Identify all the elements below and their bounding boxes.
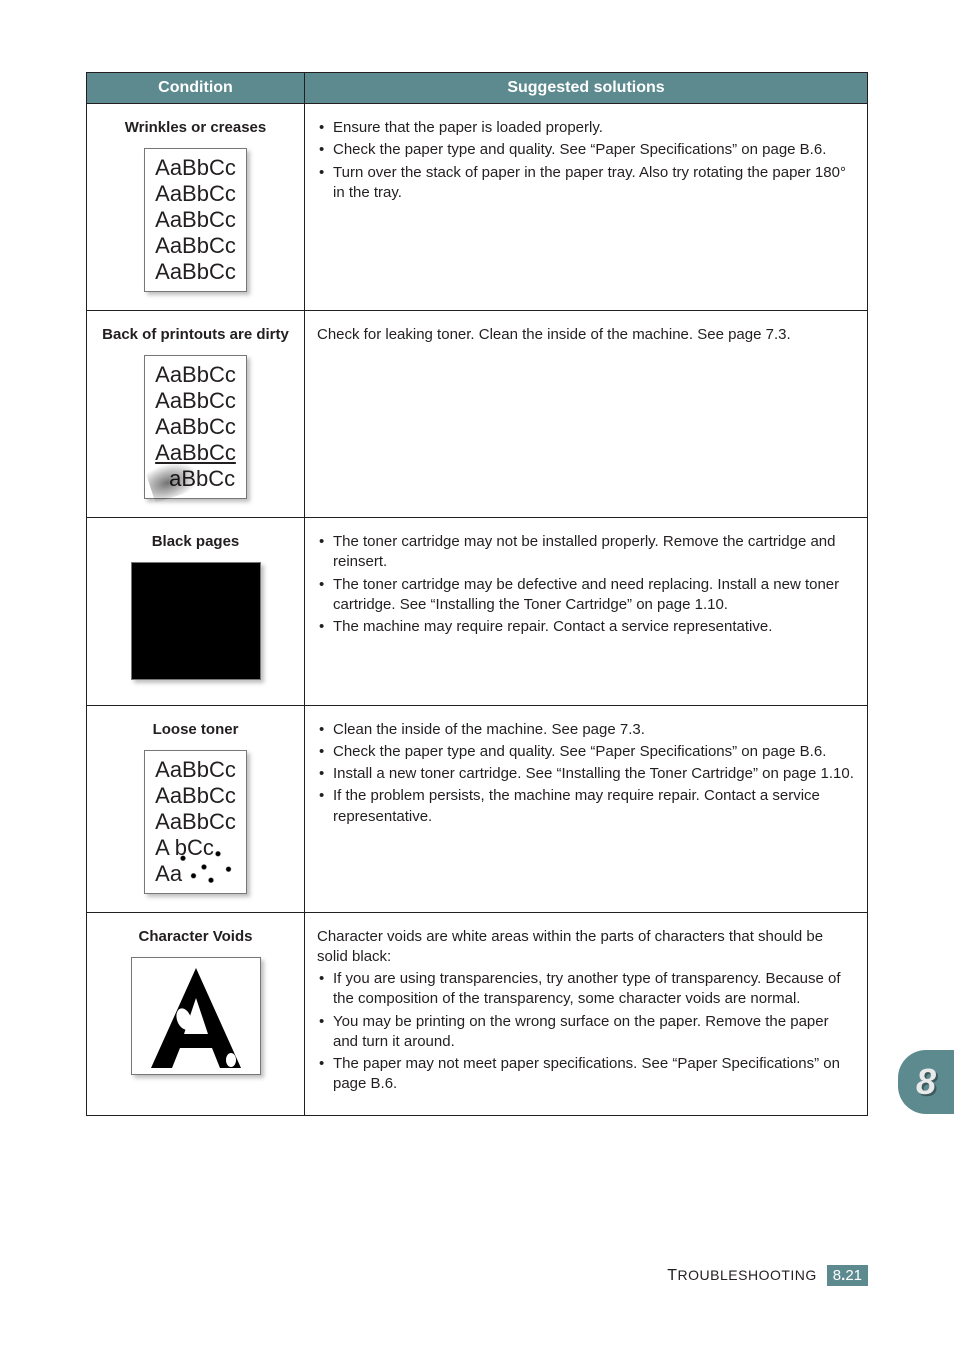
table-row: Black pages The toner cartridge may not … xyxy=(87,518,868,706)
solution-list: Ensure that the paper is loaded properly… xyxy=(317,118,855,203)
sample-wrinkles: AaBbCc AaBbCc AaBbCc AaBbCc AaBbCc xyxy=(144,148,247,292)
solution-intro: Check for leaking toner. Clean the insid… xyxy=(317,325,855,345)
solution-cell: The toner cartridge may not be installed… xyxy=(305,518,868,706)
list-item: If the problem persists, the machine may… xyxy=(317,786,855,827)
footer-section-label: TROUBLESHOOTING xyxy=(667,1267,817,1285)
condition-cell: Black pages xyxy=(87,518,305,706)
list-item: You may be printing on the wrong surface… xyxy=(317,1012,855,1053)
table-row: Wrinkles or creases AaBbCc AaBbCc AaBbCc… xyxy=(87,104,868,311)
solution-list: The toner cartridge may not be installed… xyxy=(317,532,855,637)
solution-intro: Character voids are white areas within t… xyxy=(317,927,855,968)
list-item: Turn over the stack of paper in the pape… xyxy=(317,163,855,204)
page-content: Condition Suggested solutions Wrinkles o… xyxy=(0,0,954,1116)
list-item: Check the paper type and quality. See “P… xyxy=(317,140,855,160)
list-item: Ensure that the paper is loaded properly… xyxy=(317,118,855,138)
page-footer: TROUBLESHOOTING 8.21 xyxy=(667,1265,868,1286)
solution-cell: Check for leaking toner. Clean the insid… xyxy=(305,311,868,518)
sample-black-page xyxy=(131,562,261,680)
solution-cell: Clean the inside of the machine. See pag… xyxy=(305,705,868,912)
condition-title: Loose toner xyxy=(99,720,292,740)
col-header-solutions: Suggested solutions xyxy=(305,73,868,104)
solution-cell: Character voids are white areas within t… xyxy=(305,912,868,1115)
list-item: Install a new toner cartridge. See “Inst… xyxy=(317,764,855,784)
list-item: The machine may require repair. Contact … xyxy=(317,617,855,637)
void-a-icon xyxy=(146,964,246,1072)
condition-title: Character Voids xyxy=(99,927,292,947)
sample-back-dirty: AaBbCc AaBbCc AaBbCc AaBbCc aBbCc xyxy=(144,355,247,499)
list-item: If you are using transparencies, try ano… xyxy=(317,969,855,1010)
condition-title: Black pages xyxy=(99,532,292,552)
chapter-digit: 8 xyxy=(916,1061,936,1103)
table-row: Back of printouts are dirty AaBbCc AaBbC… xyxy=(87,311,868,518)
condition-cell: Wrinkles or creases AaBbCc AaBbCc AaBbCc… xyxy=(87,104,305,311)
condition-cell: Loose toner AaBbCc AaBbCc AaBbCc A bCc A… xyxy=(87,705,305,912)
list-item: The toner cartridge may be defective and… xyxy=(317,575,855,616)
solution-cell: Ensure that the paper is loaded properly… xyxy=(305,104,868,311)
page-number-box: 8.21 xyxy=(827,1265,868,1286)
solution-list: Clean the inside of the machine. See pag… xyxy=(317,720,855,827)
col-header-condition: Condition xyxy=(87,73,305,104)
condition-title: Wrinkles or creases xyxy=(99,118,292,138)
troubleshooting-table: Condition Suggested solutions Wrinkles o… xyxy=(86,72,868,1116)
solution-list: If you are using transparencies, try ano… xyxy=(317,969,855,1095)
list-item: Clean the inside of the machine. See pag… xyxy=(317,720,855,740)
condition-cell: Character Voids xyxy=(87,912,305,1115)
chapter-side-tab: 8 xyxy=(898,1050,954,1114)
list-item: Check the paper type and quality. See “P… xyxy=(317,742,855,762)
table-row: Loose toner AaBbCc AaBbCc AaBbCc A bCc A… xyxy=(87,705,868,912)
sample-loose-toner: AaBbCc AaBbCc AaBbCc A bCc Aa xyxy=(144,750,247,894)
sample-character-voids xyxy=(131,957,261,1075)
condition-cell: Back of printouts are dirty AaBbCc AaBbC… xyxy=(87,311,305,518)
table-row: Character Voids Character voids are whit… xyxy=(87,912,868,1115)
list-item: The paper may not meet paper specificati… xyxy=(317,1054,855,1095)
list-item: The toner cartridge may not be installed… xyxy=(317,532,855,573)
condition-title: Back of printouts are dirty xyxy=(99,325,292,345)
